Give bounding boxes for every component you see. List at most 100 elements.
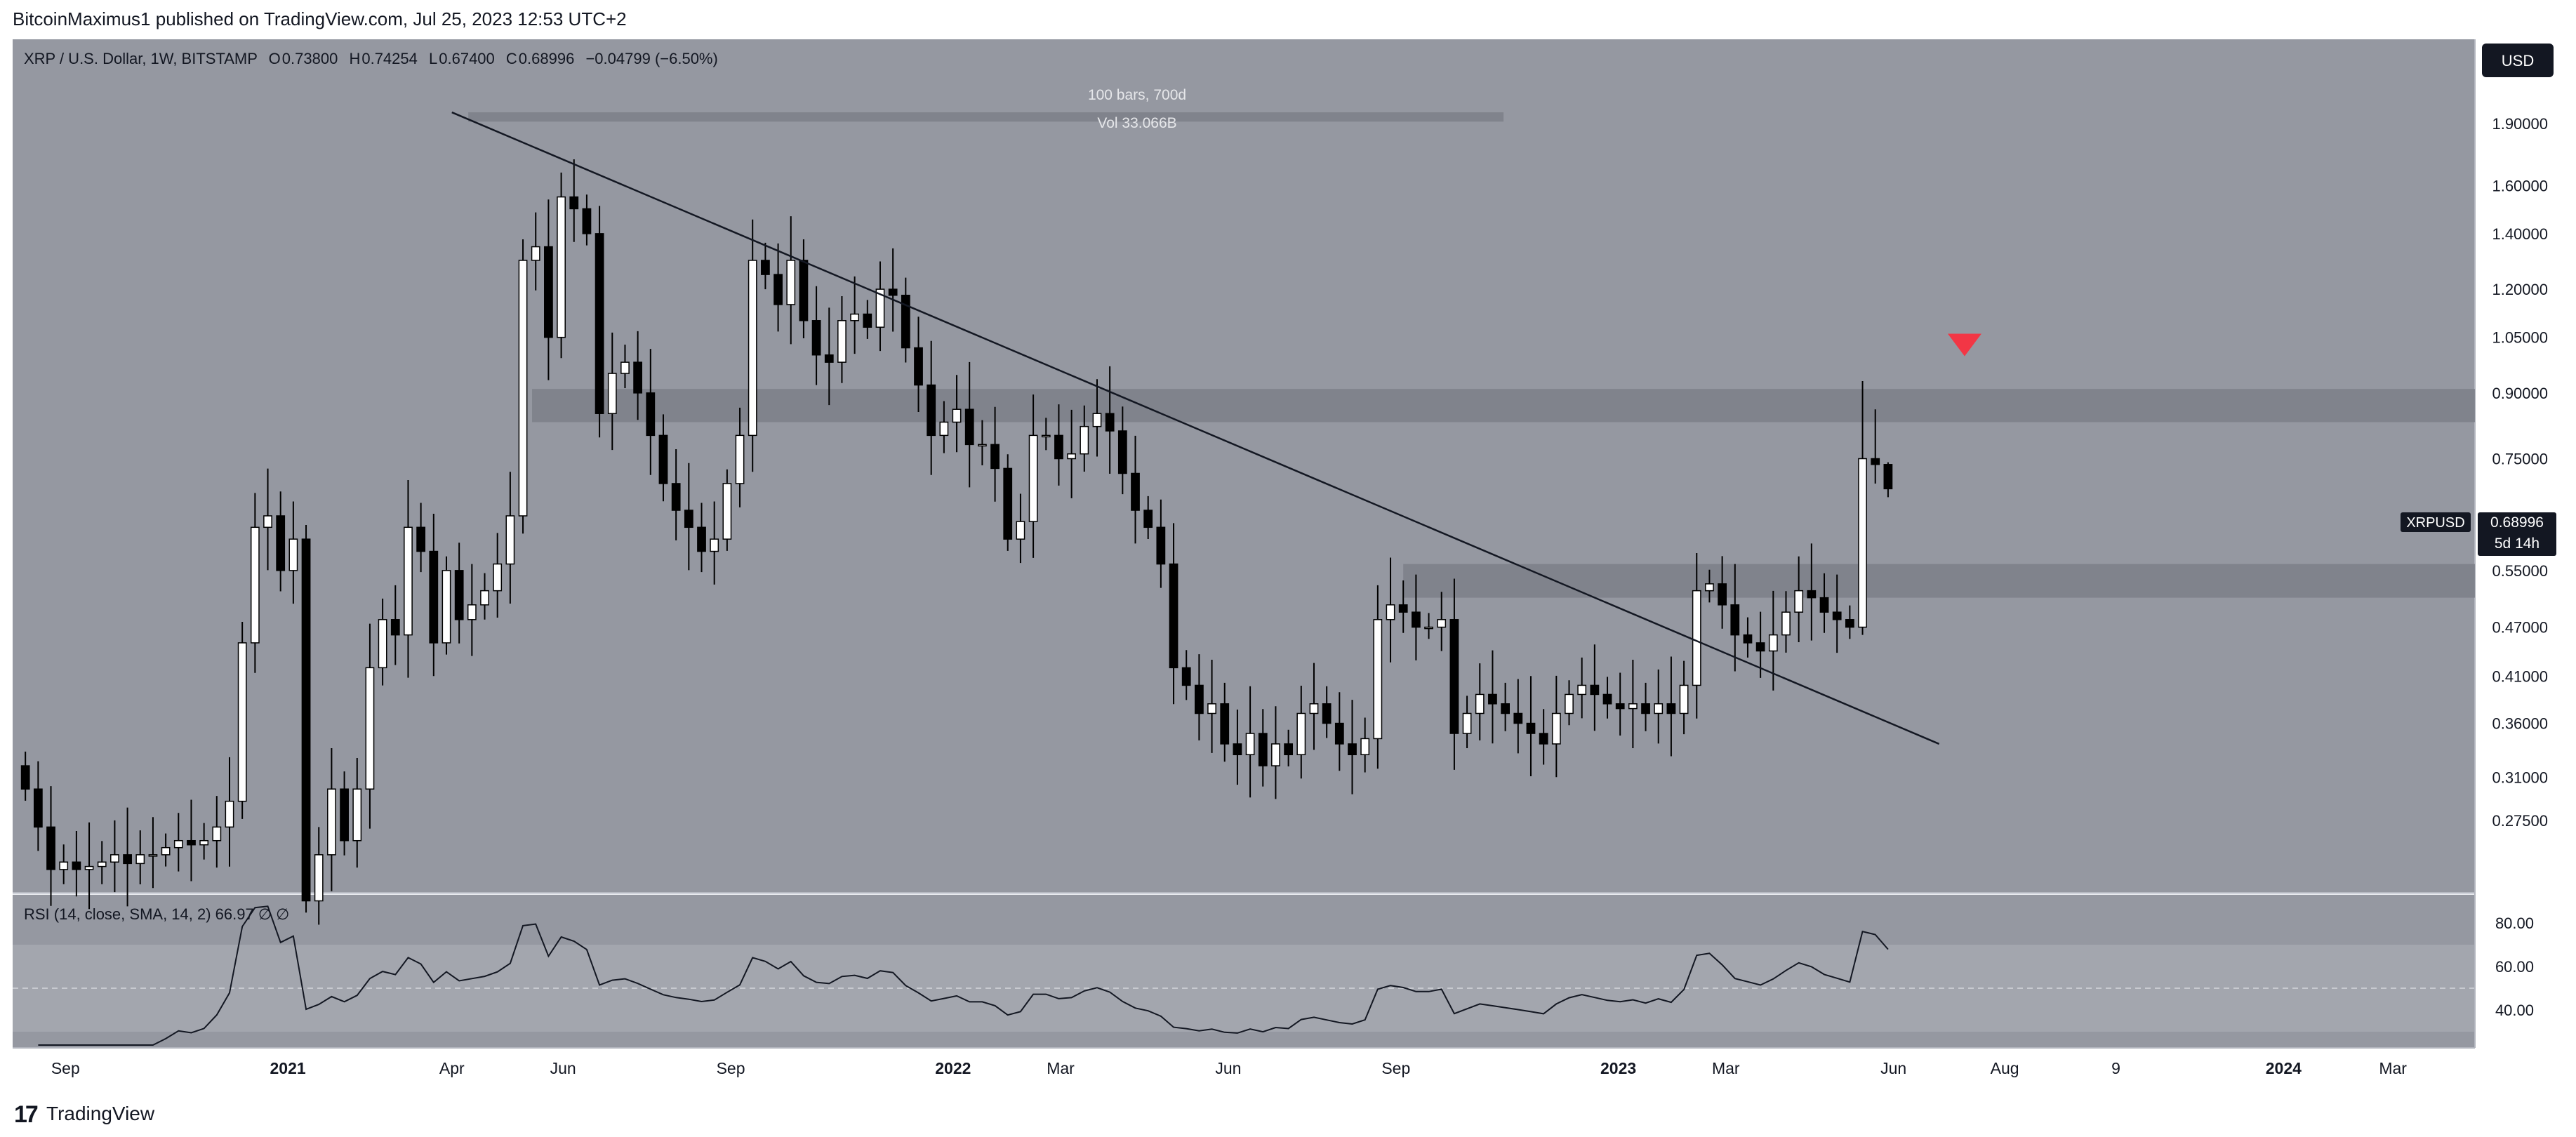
candle-body <box>1641 703 1650 714</box>
candle-body <box>263 515 272 528</box>
legend-high-label: H <box>349 50 360 67</box>
time-ticks-layer: Sep 2021 Apr Jun Sep 2022 Mar Jun Sep 2023 Mar Jun A… <box>51 1059 2407 1077</box>
candle-body <box>1449 619 1459 734</box>
candle-body <box>633 361 643 394</box>
zones-layer <box>468 112 2476 598</box>
candle-body <box>710 538 719 552</box>
candle-body <box>212 826 222 842</box>
legend-low-label: L <box>429 50 437 67</box>
legend-open-value: 0.73800 <box>282 50 338 67</box>
candle-body <box>1117 430 1127 474</box>
currency-button[interactable]: USD <box>2482 44 2554 77</box>
candle-body <box>1271 743 1280 766</box>
candle-body <box>1233 743 1242 756</box>
price-tag-price: 0.68996 <box>2490 514 2544 531</box>
time-tick-label: Aug <box>1991 1059 2019 1077</box>
candle-body <box>365 667 375 790</box>
candle-body <box>1207 703 1216 714</box>
candle-body <box>1194 684 1204 714</box>
trendline-layer[interactable] <box>451 111 1940 745</box>
candle-body <box>301 538 311 902</box>
candle-body <box>901 294 910 349</box>
candle-body <box>888 288 898 296</box>
legend-line[interactable]: XRP / U.S. Dollar, 1W, BITSTAMP O0.73800… <box>24 50 718 67</box>
legend-low-value: 0.67400 <box>439 50 495 67</box>
rsi-tick-label: 60.00 <box>2495 958 2534 976</box>
candle-body <box>390 619 400 636</box>
candle-body <box>250 526 260 644</box>
time-tick-label: Apr <box>439 1059 465 1077</box>
price-tick-label: 0.31000 <box>2492 769 2548 786</box>
candle-body <box>1143 510 1153 528</box>
candle-body <box>135 854 145 865</box>
rsi-tick-label: 40.00 <box>2495 1002 2534 1019</box>
publisher-text: BitcoinMaximus1 published on TradingView… <box>13 8 627 29</box>
candle-body <box>964 408 974 446</box>
candle-body <box>1348 743 1357 756</box>
price-chart-svg[interactable]: 2.200001.900001.600001.400001.200001.050… <box>0 39 2576 1089</box>
time-tick-label: 2022 <box>935 1059 971 1077</box>
candle-body <box>1718 583 1727 606</box>
candle-body <box>1080 425 1089 455</box>
candle-body <box>480 590 489 606</box>
candle-body <box>595 233 604 414</box>
price-axis[interactable] <box>2475 39 2576 1089</box>
rsi-layer <box>38 905 1889 1046</box>
candle-body <box>1539 733 1548 745</box>
price-tick-label: 1.20000 <box>2492 281 2548 298</box>
candle-body <box>1883 464 1893 490</box>
candle-body <box>199 839 209 846</box>
candle-body <box>875 288 885 328</box>
candle-body <box>952 408 962 423</box>
candle-body <box>59 861 69 870</box>
candle-body <box>1156 526 1166 565</box>
time-axis[interactable] <box>0 1048 2576 1089</box>
candle-body <box>1628 703 1638 710</box>
time-tick-label: 2023 <box>1600 1059 1636 1077</box>
legend-symbol: XRP / U.S. Dollar, 1W, BITSTAMP <box>24 50 258 67</box>
legend-close-label: C <box>506 50 517 67</box>
footer: 17 TradingView <box>0 1091 2576 1137</box>
candle-body <box>1092 413 1102 427</box>
candle-body <box>658 434 668 484</box>
candle-body <box>1398 604 1408 613</box>
price-tick-label: 1.60000 <box>2492 177 2548 194</box>
price-tick-label: 0.47000 <box>2492 619 2548 637</box>
candle-body <box>1245 733 1255 756</box>
candle-body <box>454 570 464 620</box>
candle-body <box>1181 667 1191 686</box>
marker-layer <box>1947 333 1981 357</box>
price-tick-label: 0.90000 <box>2492 385 2548 402</box>
resistance-zone-2 <box>1403 564 2475 598</box>
price-pane[interactable] <box>13 39 2475 893</box>
candle-body <box>978 444 987 447</box>
candle-body <box>1360 738 1370 756</box>
candle-body <box>914 347 923 386</box>
tradingview-logo-icon[interactable]: 17 <box>14 1101 39 1128</box>
time-tick-label: Sep <box>1381 1059 1410 1077</box>
candle-body <box>1858 458 1867 628</box>
price-tag: XRPUSD 0.68996 5d 14h <box>2401 512 2556 556</box>
candle-body <box>1424 626 1433 630</box>
chart-area[interactable]: 2.200001.900001.600001.400001.200001.050… <box>0 39 2576 1089</box>
candle-body <box>1807 590 1817 599</box>
price-tag-symbol: XRPUSD <box>2406 515 2464 531</box>
candle-body <box>531 246 540 261</box>
candle-body <box>1743 634 1753 644</box>
candle-body <box>1781 611 1791 636</box>
candle-body <box>327 788 336 856</box>
candle-body <box>1526 722 1536 734</box>
candle-body <box>404 526 413 636</box>
candle-body <box>1679 684 1689 714</box>
candle-body <box>416 526 426 552</box>
price-tick-label: 0.75000 <box>2492 451 2548 468</box>
footer-brand[interactable]: TradingView <box>46 1103 155 1124</box>
candle-body <box>1692 590 1701 686</box>
candle-body <box>1705 583 1714 592</box>
rsi-legend[interactable]: RSI (14, close, SMA, 14, 2) 66.97 ∅ ∅ <box>24 905 289 923</box>
candle-body <box>774 274 783 305</box>
candle-body <box>1755 642 1765 652</box>
candle-body <box>1003 467 1013 540</box>
candle-body <box>1386 604 1395 620</box>
candle-body <box>1067 453 1077 460</box>
